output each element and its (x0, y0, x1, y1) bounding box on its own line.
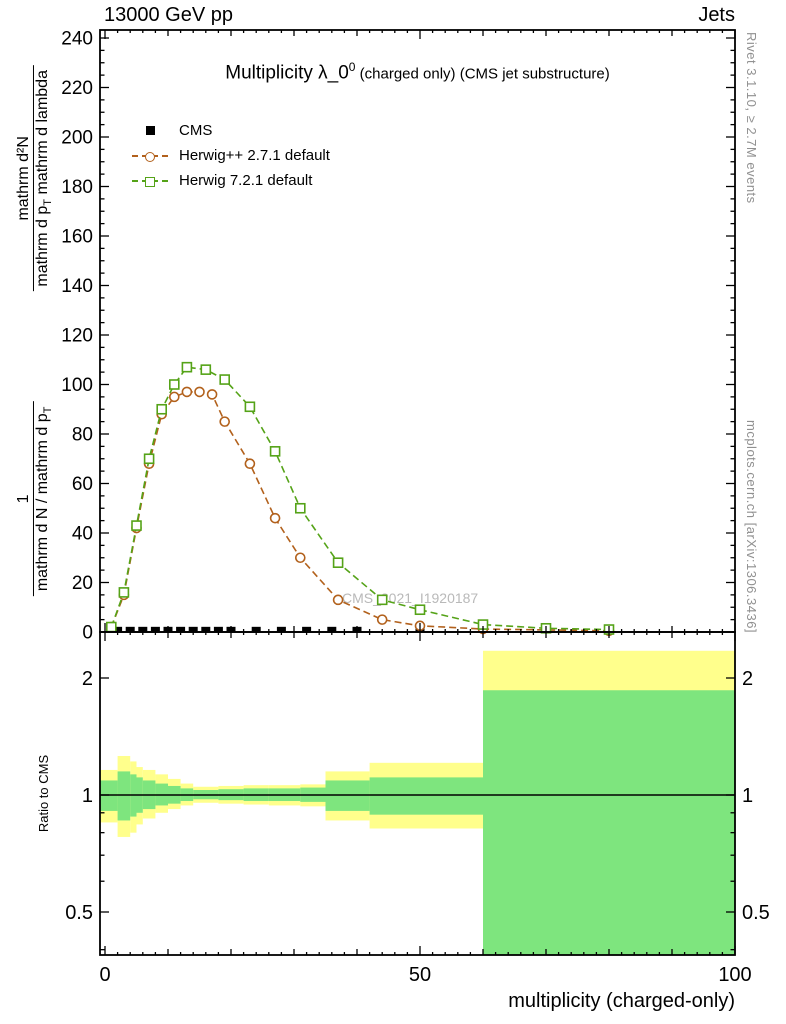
main-y-tick-label: 100 (61, 375, 93, 396)
open-circle-marker (294, 552, 306, 564)
x-axis-label: multiplicity (charged-only) (508, 990, 735, 1012)
open-square-marker (244, 401, 256, 413)
rivet-version-note: Rivet 3.1.10, ≥ 2.7M events (744, 32, 759, 204)
open-square-marker (181, 361, 193, 373)
plot-title: Multiplicity λ_00 (charged only) (CMS je… (100, 60, 735, 84)
ratio-y-tick-label-left: 1 (82, 785, 93, 807)
open-circle-marker (332, 594, 344, 606)
open-square-marker (118, 587, 130, 598)
ratio-y-tick-label-right: 2 (742, 668, 753, 690)
open-square-marker (294, 502, 306, 514)
main-panel-frame (99, 29, 736, 633)
main-y-tick-label: 140 (61, 276, 93, 297)
x-tick-label: 50 (409, 964, 431, 986)
ratio-y-tick-label-right: 1 (742, 785, 753, 807)
open-square-marker (219, 374, 230, 385)
open-square-marker (414, 604, 426, 616)
mcplots-arxiv-note: mcplots.cern.ch [arXiv:1306.3436] (744, 420, 759, 634)
open-circle-marker (206, 389, 218, 400)
open-square-marker (156, 403, 167, 415)
legend-label-cms: CMS (179, 122, 213, 139)
open-circle-marker (194, 386, 205, 398)
legend: CMS Herwig++ 2.7.1 default Herwig 7.2.1 … (132, 118, 330, 193)
open-square-marker (131, 520, 142, 531)
open-circle-marker (169, 391, 180, 403)
herwig7-marker-icon (132, 176, 168, 187)
main-y-tick-label: 200 (61, 128, 93, 149)
plot-title-rest: (charged only) (CMS jet substructure) (355, 65, 610, 83)
open-square-marker (169, 379, 180, 390)
main-series (106, 361, 615, 637)
open-square-marker (376, 594, 388, 606)
open-square-marker (269, 446, 281, 457)
ratio-y-tick-label-right: 0.5 (742, 902, 770, 924)
main-y-tick-label: 240 (61, 29, 93, 50)
series-line (110, 366, 610, 631)
x-tick-label: 100 (718, 964, 751, 986)
legend-row-herwig7: Herwig 7.2.1 default (132, 168, 330, 193)
open-circle-marker (269, 512, 281, 524)
series-line (110, 391, 610, 632)
ratio-panel-frame (99, 631, 736, 956)
main-y-tick-label: 220 (61, 78, 93, 99)
beam-energy-label: 13000 GeV pp (104, 4, 233, 26)
axis-ticks (100, 30, 736, 955)
main-y-tick-label: 120 (61, 326, 93, 347)
open-circle-marker (376, 614, 388, 625)
main-y-tick-label: 80 (72, 425, 93, 446)
main-y-tick-label: 60 (72, 474, 93, 495)
legend-label-herwigpp: Herwig++ 2.7.1 default (179, 147, 330, 164)
legend-row-cms: CMS (132, 118, 330, 143)
legend-row-herwigpp: Herwig++ 2.7.1 default (132, 143, 330, 168)
main-y-tick-label: 40 (72, 524, 93, 545)
open-square-marker (200, 364, 212, 375)
main-y-tick-label: 160 (61, 227, 93, 248)
cms-marker-icon (132, 126, 168, 135)
ratio-y-tick-label-left: 2 (82, 668, 93, 690)
analysis-topic-label: Jets (698, 4, 735, 26)
ratio-uncertainty-bands (100, 650, 735, 955)
plot-title-superscript: 0 (348, 60, 356, 74)
main-y-tick-label: 180 (61, 177, 93, 198)
open-circle-marker (219, 416, 230, 427)
main-y-tick-label: 0 (82, 623, 93, 644)
legend-label-herwig7: Herwig 7.2.1 default (179, 172, 313, 189)
main-y-tick-label: 20 (72, 573, 93, 594)
open-circle-marker (181, 386, 193, 398)
analysis-id-watermark: CMS_2021_I1920187 (342, 590, 479, 606)
open-circle-marker (244, 458, 256, 470)
open-square-marker (332, 557, 344, 569)
herwigpp-marker-icon (132, 151, 168, 162)
ratio-y-tick-label-left: 0.5 (65, 902, 93, 924)
x-tick-label: 0 (99, 964, 110, 986)
open-square-marker (106, 621, 117, 633)
open-square-marker (143, 453, 155, 465)
plot-title-main: Multiplicity λ_0 (225, 62, 349, 84)
